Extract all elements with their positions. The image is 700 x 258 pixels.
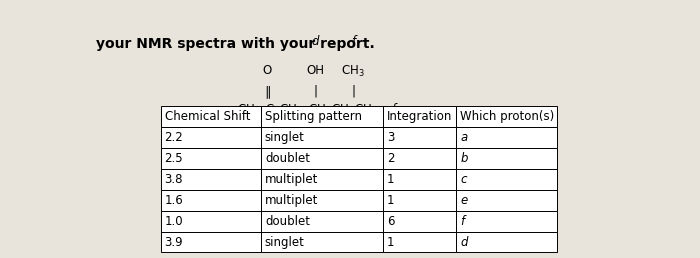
Text: 1: 1 xyxy=(387,236,395,248)
Bar xyxy=(161,190,261,211)
Bar xyxy=(161,211,261,232)
Text: 3: 3 xyxy=(387,131,394,144)
Text: e: e xyxy=(352,122,360,135)
Bar xyxy=(383,127,456,148)
Text: CH$_3$–C–CH$_2$–CH–CH–CH$_3$: CH$_3$–C–CH$_2$–CH–CH–CH$_3$ xyxy=(237,103,377,118)
Bar xyxy=(456,190,556,211)
Text: b: b xyxy=(460,152,468,165)
Text: singlet: singlet xyxy=(265,131,304,144)
Bar xyxy=(456,169,556,190)
Text: Integration: Integration xyxy=(387,110,452,123)
Bar xyxy=(261,148,383,169)
Text: Which proton(s): Which proton(s) xyxy=(460,110,554,123)
Bar xyxy=(456,232,556,253)
Text: b: b xyxy=(282,122,289,135)
Bar xyxy=(261,127,383,148)
Text: 2: 2 xyxy=(387,152,395,165)
Text: 1: 1 xyxy=(387,173,395,186)
Bar xyxy=(261,232,383,253)
Text: 2.5: 2.5 xyxy=(164,152,183,165)
Bar xyxy=(456,148,556,169)
Bar xyxy=(456,127,556,148)
Text: c: c xyxy=(320,122,327,135)
Text: doublet: doublet xyxy=(265,152,310,165)
Bar xyxy=(161,107,261,127)
Text: multiplet: multiplet xyxy=(265,194,318,207)
Text: Chemical Shift: Chemical Shift xyxy=(164,110,250,123)
Bar xyxy=(383,190,456,211)
Text: c: c xyxy=(460,173,467,186)
Bar xyxy=(261,211,383,232)
Text: 1: 1 xyxy=(387,194,395,207)
Bar xyxy=(161,127,261,148)
Bar xyxy=(383,232,456,253)
Bar xyxy=(383,107,456,127)
Text: a: a xyxy=(460,131,468,144)
Text: OH: OH xyxy=(307,64,324,77)
Text: Splitting pattern: Splitting pattern xyxy=(265,110,362,123)
Text: doublet: doublet xyxy=(265,215,310,228)
Text: |: | xyxy=(314,85,317,98)
Text: multiplet: multiplet xyxy=(265,173,318,186)
Text: |: | xyxy=(351,85,356,98)
Text: f: f xyxy=(351,35,356,48)
Text: 2.2: 2.2 xyxy=(164,131,183,144)
Bar xyxy=(456,107,556,127)
Bar xyxy=(161,148,261,169)
Bar xyxy=(261,107,383,127)
Text: your NMR spectra with your report.: your NMR spectra with your report. xyxy=(96,37,374,51)
Text: singlet: singlet xyxy=(265,236,304,248)
Bar xyxy=(383,211,456,232)
Text: 1.0: 1.0 xyxy=(164,215,183,228)
Text: f: f xyxy=(391,103,395,116)
Bar xyxy=(161,169,261,190)
Bar xyxy=(261,190,383,211)
Text: O: O xyxy=(262,64,271,77)
Bar xyxy=(161,232,261,253)
Text: e: e xyxy=(460,194,468,207)
Bar xyxy=(456,211,556,232)
Bar xyxy=(383,169,456,190)
Bar xyxy=(261,169,383,190)
Text: 1.6: 1.6 xyxy=(164,194,183,207)
Text: 6: 6 xyxy=(387,215,395,228)
Text: $\parallel$: $\parallel$ xyxy=(262,85,272,101)
Bar xyxy=(383,148,456,169)
Text: f: f xyxy=(460,215,464,228)
Text: 3.8: 3.8 xyxy=(164,173,183,186)
Text: d: d xyxy=(312,35,319,48)
Text: 3.9: 3.9 xyxy=(164,236,183,248)
Text: d: d xyxy=(460,236,468,248)
Text: a: a xyxy=(230,122,237,135)
Text: CH$_3$: CH$_3$ xyxy=(342,64,365,79)
